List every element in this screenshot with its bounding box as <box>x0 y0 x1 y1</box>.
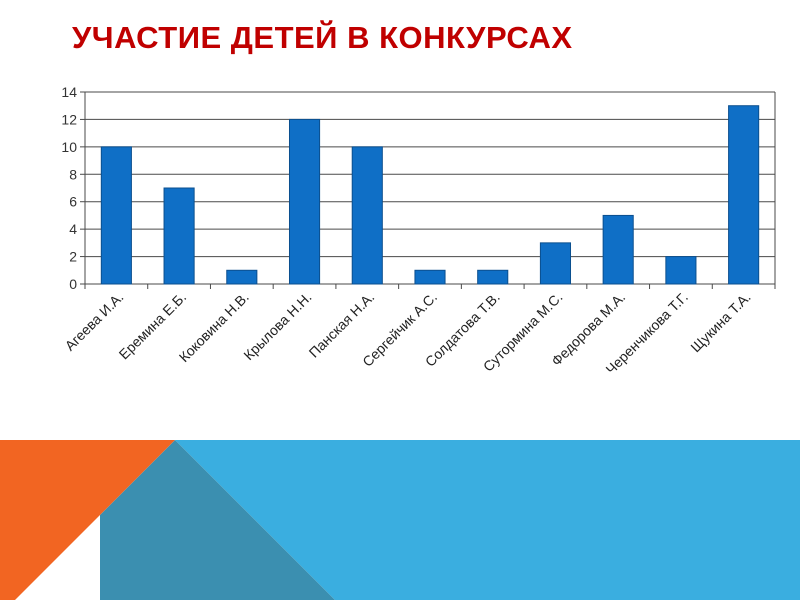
bar <box>539 242 572 285</box>
y-axis-ticks: 0 2 4 6 8 10 12 14 <box>61 84 77 292</box>
footer-band <box>0 440 800 600</box>
bar <box>477 269 509 285</box>
bar <box>728 105 760 285</box>
y-tick-label: 8 <box>69 166 77 182</box>
x-category-label: Агеева И.А. <box>62 289 127 354</box>
x-axis-ticks: Агеева И.А.Еремина Е.Б.Коковина Н.В.Крыл… <box>62 289 754 378</box>
bar <box>288 118 321 285</box>
y-tick-label: 4 <box>69 221 77 237</box>
footer-blue-shape <box>175 440 800 600</box>
y-tick-label: 10 <box>61 139 77 155</box>
footer-orange-shape <box>0 440 175 600</box>
y-tick-label: 0 <box>69 276 77 292</box>
bar <box>602 214 634 285</box>
bar <box>351 146 383 285</box>
x-category-label: Щукина Т.А. <box>687 289 753 355</box>
bar <box>414 269 446 285</box>
y-tick-label: 2 <box>69 249 77 265</box>
y-tick-label: 12 <box>61 111 77 127</box>
y-tick-label: 6 <box>69 194 77 210</box>
bar <box>226 269 258 285</box>
bar-chart: 0 2 4 6 8 10 12 14 Агеева И.А.Еремина Е.Б.Коков… <box>61 84 776 378</box>
bar <box>163 187 195 285</box>
bars <box>100 105 760 285</box>
gridlines <box>80 91 776 289</box>
bar <box>665 256 697 285</box>
y-tick-label: 14 <box>61 84 77 100</box>
bar <box>100 146 132 285</box>
slide-title: УЧАСТИЕ ДЕТЕЙ В КОНКУРСАХ <box>72 20 573 55</box>
footer-teal-shape <box>100 440 335 600</box>
